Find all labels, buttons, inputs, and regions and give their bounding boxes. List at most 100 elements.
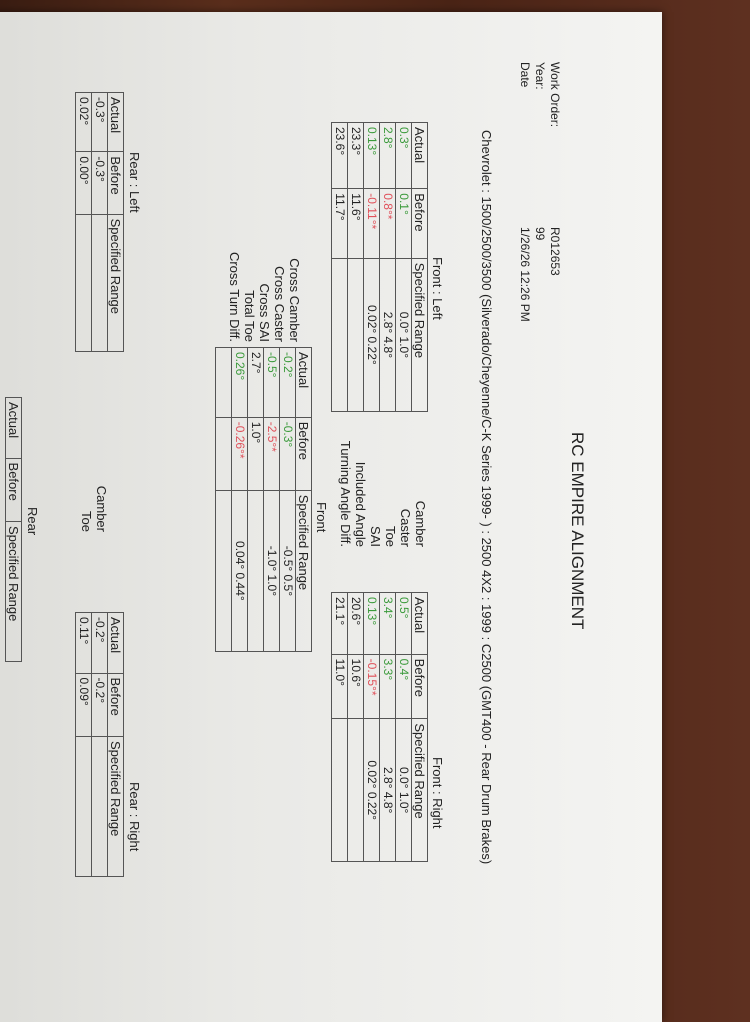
cross-labels: Cross Camber Cross Caster Cross SAI Total T… xyxy=(227,192,302,342)
table-row: 23.6° 11.7° xyxy=(331,122,348,412)
actual-cell: 23.3° xyxy=(347,122,364,189)
header-row: Actual Before Specified Range xyxy=(411,122,428,412)
before-cell: 0.4° xyxy=(395,654,412,719)
table-row: 0.13° -0.15°* 0.02° 0.22° xyxy=(363,592,380,862)
column-header: Before xyxy=(411,188,428,259)
column-header: Specified Range xyxy=(5,521,22,662)
row-label: Included Angle xyxy=(353,461,368,547)
year-value: 99 xyxy=(533,227,547,241)
front-right-label: Front : Right xyxy=(430,757,445,829)
table-row: -0.2° -0.3° -0.5° 0.5° xyxy=(279,347,296,652)
rear-labels: Camber Toe xyxy=(79,442,109,532)
range-cell xyxy=(331,718,348,862)
front-right-table: Actual Before Specified Range 0.5° 0.4° 0.… xyxy=(331,592,428,862)
table-row: -0.3° -0.3° xyxy=(91,92,108,352)
actual-cell: 2.8° xyxy=(379,122,396,189)
row-label: Caster xyxy=(398,508,413,547)
before-cell xyxy=(215,417,232,491)
row-label: Toe xyxy=(383,526,398,547)
range-cell: -1.0° 1.0° xyxy=(263,490,280,652)
column-header: Before xyxy=(107,151,124,215)
actual-cell: 0.13° xyxy=(363,592,380,655)
column-header: Before xyxy=(107,673,124,737)
actual-cell: 3.4° xyxy=(379,592,396,655)
front-table: Actual Before Specified Range -0.2° -0.3° … xyxy=(215,347,312,652)
row-label: Camber xyxy=(94,485,109,532)
header-row: Actual Before Specified Range xyxy=(5,397,22,662)
actual-cell: 0.13° xyxy=(363,122,380,189)
before-cell: -0.3° xyxy=(91,151,108,215)
before-cell: 1.0° xyxy=(247,417,264,491)
before-cell: -0.3° xyxy=(279,417,296,491)
actual-cell: 0.3° xyxy=(395,122,412,189)
column-header: Actual xyxy=(295,347,312,418)
year-label: Year: xyxy=(533,62,547,90)
date-value: 1/26/26 12:26 PM xyxy=(518,227,532,322)
range-cell xyxy=(215,490,232,652)
column-header: Specified Range xyxy=(107,736,124,877)
range-cell: 2.8° 4.8° xyxy=(379,258,396,412)
rear-left-label: Rear : Left xyxy=(127,152,142,213)
rear-right-table: Actual Before Specified Range -0.2° -0.2° … xyxy=(75,612,124,877)
actual-cell: 20.6° xyxy=(347,592,364,655)
column-header: Specified Range xyxy=(411,718,428,862)
column-header: Before xyxy=(295,417,312,491)
table-row: 21.1° 11.0° xyxy=(331,592,348,862)
header-row: Actual Before Specified Range xyxy=(295,347,312,652)
rear-label: Rear xyxy=(25,507,40,536)
alignment-printout: RC EMPIRE ALIGNMENT Work Order: Year: Da… xyxy=(0,12,662,1022)
vehicle-description: Chevrolet : 1500/2500/3500 (Silverado/Ch… xyxy=(479,130,494,865)
column-header: Specified Range xyxy=(411,258,428,412)
table-row: 0.26° -0.26°* 0.04° 0.44° xyxy=(231,347,248,652)
header-row: Actual Before Specified Range xyxy=(411,592,428,862)
row-label: Cross Caster xyxy=(272,266,287,342)
before-cell: 10.6° xyxy=(347,654,364,719)
row-label: SAI xyxy=(368,526,383,547)
range-cell: 0.02° 0.22° xyxy=(363,258,380,412)
before-cell: 11.0° xyxy=(331,654,348,719)
front-label: Front xyxy=(314,502,329,533)
column-header: Actual xyxy=(107,612,124,674)
table-row: 20.6° 10.6° xyxy=(347,592,364,862)
table-row: -0.2° -0.2° xyxy=(91,612,108,877)
table-row: 0.11° 0.09° xyxy=(75,612,92,877)
work-order-value: R012653 xyxy=(548,227,562,276)
actual-cell: -0.5° xyxy=(263,347,280,418)
table-row: 0.02° 0.00° xyxy=(75,92,92,352)
range-cell xyxy=(347,718,364,862)
before-cell: -2.5°* xyxy=(263,417,280,491)
before-cell: -0.15°* xyxy=(363,654,380,719)
work-order-label: Work Order: xyxy=(548,62,562,128)
before-cell: 11.6° xyxy=(347,188,364,259)
range-cell: 0.02° 0.22° xyxy=(363,718,380,862)
actual-cell: 0.11° xyxy=(75,612,92,674)
range-cell: 2.8° 4.8° xyxy=(379,718,396,862)
header-values: R012653 99 1/26/26 12:26 PM xyxy=(517,227,562,322)
rotated-document: RC EMPIRE ALIGNMENT Work Order: Year: Da… xyxy=(0,12,662,1022)
actual-cell: -0.2° xyxy=(279,347,296,418)
range-cell xyxy=(91,736,108,877)
table-row: 2.7° 1.0° xyxy=(247,347,264,652)
row-label: Cross Camber xyxy=(287,258,302,342)
range-cell: -0.5° 0.5° xyxy=(279,490,296,652)
rear-left-table: Actual Before Specified Range -0.3° -0.3° … xyxy=(75,92,124,352)
rear-right-label: Rear : Right xyxy=(127,782,142,852)
front-labels: Camber Caster Toe SAI Included Angle Turning … xyxy=(338,432,428,547)
before-cell: 3.3° xyxy=(379,654,396,719)
front-left-label: Front : Left xyxy=(430,257,445,320)
table-row: 3.4° 3.3° 2.8° 4.8° xyxy=(379,592,396,862)
range-cell xyxy=(75,736,92,877)
row-label: Total Toe xyxy=(242,290,257,342)
table-row: 0.13° -0.11°* 0.02° 0.22° xyxy=(363,122,380,412)
table-row xyxy=(215,347,232,652)
row-label: Camber xyxy=(413,500,428,547)
range-cell: 0.04° 0.44° xyxy=(231,490,248,652)
front-left-table: Actual Before Specified Range 0.3° 0.1° 0.… xyxy=(331,122,428,412)
actual-cell: 2.7° xyxy=(247,347,264,418)
before-cell: -0.2° xyxy=(91,673,108,737)
row-label: Turning Angle Diff. xyxy=(338,440,353,547)
column-header: Actual xyxy=(107,92,124,152)
actual-cell: 0.26° xyxy=(231,347,248,418)
range-cell xyxy=(91,214,108,352)
rear-table: Actual Before Specified Range xyxy=(5,397,22,662)
